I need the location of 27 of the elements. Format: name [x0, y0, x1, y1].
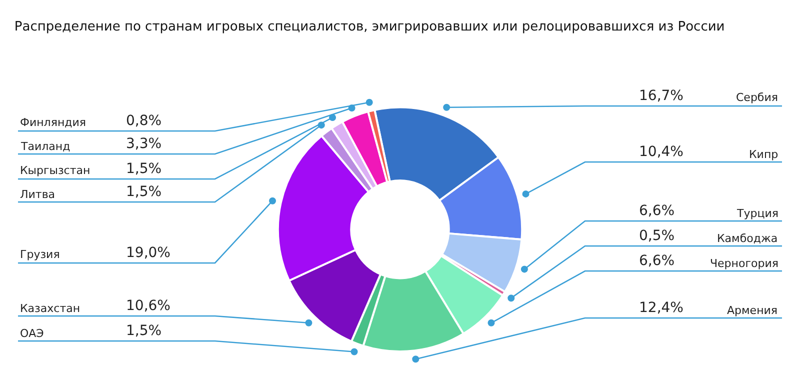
data-label: 3,3%: [126, 136, 162, 152]
slice-label: Турция: [736, 207, 778, 220]
data-label: 0,5%: [639, 228, 675, 244]
data-label: 19,0%: [126, 245, 170, 261]
data-label: 1,5%: [126, 161, 162, 177]
slice-label: Финляндия: [20, 116, 86, 129]
data-label: 6,6%: [639, 203, 675, 219]
slice-label: Казахстан: [20, 302, 80, 315]
slice-label: Камбоджа: [717, 232, 778, 245]
data-label: 10,4%: [639, 144, 684, 160]
slice-label: Литва: [20, 188, 56, 201]
data-label: 6,6%: [639, 253, 675, 269]
slice-label: ОАЭ: [20, 327, 44, 340]
data-label: 12,4%: [639, 300, 684, 316]
chart-title: Распределение по странам игровых специалистов, эмигрировавших или релоцировавшихся из России: [14, 20, 725, 35]
slice-label: Сербия: [736, 91, 778, 104]
slice-label: Таиланд: [20, 140, 71, 153]
data-label: 10,6%: [126, 298, 170, 314]
data-label: 1,5%: [126, 323, 162, 339]
slice-label: Армения: [727, 304, 778, 317]
slice-label: Черногория: [710, 257, 778, 270]
data-label: 16,7%: [639, 88, 684, 104]
slice-label: Грузия: [20, 248, 60, 261]
data-label: 0,8%: [126, 113, 162, 129]
slice-label: Кыргызстан: [20, 164, 90, 177]
data-label: 1,5%: [126, 184, 162, 200]
slice-label: Кипр: [749, 148, 778, 161]
